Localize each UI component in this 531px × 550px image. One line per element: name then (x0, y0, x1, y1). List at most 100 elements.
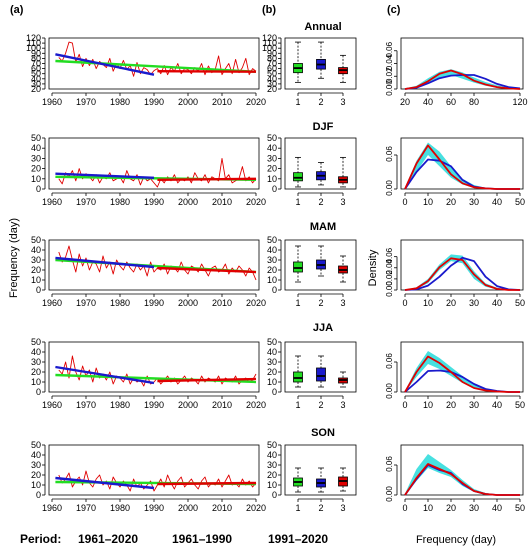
panel-c-jja-x-tick-label: 0 (402, 400, 407, 410)
panel-b-annual-y-tick-label: 90 (267, 48, 277, 58)
panel-b-jja-y-tick-label: 0 (272, 387, 277, 397)
panel-b-djf-y-tick-label: 0 (272, 184, 277, 194)
panel-b-son-x-tick-label: 3 (340, 503, 345, 513)
panel-a-djf-x-tick-label: 2010 (212, 197, 232, 207)
panel-c-jja-x-tick-label: 30 (469, 400, 479, 410)
panel-b-annual-y-tick-label: 70 (267, 59, 277, 69)
panel-a-annual-trend-line-1 (55, 59, 257, 73)
panel-c-annual-density-curve-1 (404, 69, 521, 90)
panel-c-son-y-tick-label: 0.06 (385, 456, 394, 472)
panel-c-djf-x-tick-label: 30 (469, 197, 479, 207)
legend-item-1991-2020: 1991–2020 (268, 532, 328, 546)
panel-label-a: (a) (10, 4, 24, 16)
panel-b-jja-x-tick-label: 2 (318, 400, 323, 410)
panel-a-annual-x-tick-label: 2000 (178, 97, 198, 107)
panel-c-jja-x-tick-label: 10 (423, 400, 433, 410)
panel-a-son-x-tick-label: 2010 (212, 503, 232, 513)
panel-a-jja-trend-line-3 (157, 377, 257, 383)
panel-a-mam-trend-line-2 (55, 256, 155, 269)
panel-b-jja-y-tick-label: 30 (267, 357, 277, 367)
right-x-axis-title: Frequency (day) (416, 534, 496, 546)
panel-a-djf-x-tick-label: 1960 (42, 197, 62, 207)
panel-b-son-y-tick-label: 10 (267, 480, 277, 490)
panel-a-djf-y-tick-label: 20 (31, 164, 41, 174)
panel-b-annual-y-tick-label: 80 (267, 53, 277, 63)
panel-c-son-x-tick-label: 0 (402, 503, 407, 513)
right-y-axis-title: Density (367, 249, 379, 286)
panel-b-annual-y-tick-label: 20 (267, 84, 277, 94)
panel-c-mam-x-tick-label: 0 (402, 298, 407, 308)
panel-a-annual-y-tick-label: 80 (31, 53, 41, 63)
panel-a-jja-x-tick-label: 2010 (212, 400, 232, 410)
panel-a-djf-x-tick-label: 2020 (246, 197, 266, 207)
panel-c-annual-x-tick-label: 60 (446, 97, 456, 107)
panel-a-son-y-tick-label: 10 (31, 480, 41, 490)
panel-b-jja-y-tick-label: 40 (267, 347, 277, 357)
panel-a-mam-x-tick-label: 2020 (246, 298, 266, 308)
panel-a-annual-y-tick-label: 40 (31, 74, 41, 84)
panel-b-son-y-tick-label: 30 (267, 460, 277, 470)
panel-c-djf-x-tick-label: 50 (515, 197, 525, 207)
panel-b-djf-y-tick-label: 40 (267, 143, 277, 153)
panel-c-mam-y-tick-label: 0.04 (385, 258, 394, 274)
panel-c-mam-frame (400, 239, 524, 291)
panel-c-djf-x-tick-label: 0 (402, 197, 407, 207)
panel-c-djf-x-tick-label: 10 (423, 197, 433, 207)
panel-c-djf-x-tick-label: 20 (446, 197, 456, 207)
panel-a-annual-y-tick-label: 100 (26, 43, 41, 53)
panel-b-mam-x-tick-label: 2 (318, 298, 323, 308)
panel-b-djf-y-tick-label: 10 (267, 174, 277, 184)
panel-a-jja-x-tick-label: 1960 (42, 400, 62, 410)
panel-b-annual-y-tick-label: 60 (267, 64, 277, 74)
panel-c-annual-y-tick-label: 0.06 (385, 41, 394, 57)
panel-a-annual-x-tick-label: 1970 (76, 97, 96, 107)
panel-a-jja-y-tick-label: 50 (31, 337, 41, 347)
panel-c-annual-y-tick-label: 0.04 (385, 54, 394, 70)
panel-c-jja-x-tick-label: 20 (446, 400, 456, 410)
panel-c-jja-frame (400, 341, 524, 393)
panel-c-jja-y-tick-label: 0.06 (385, 353, 394, 369)
panel-a-jja-y-tick-label: 30 (31, 357, 41, 367)
panel-c-mam-density-curve-1 (404, 257, 520, 291)
panel-a-mam-y-tick-label: 10 (31, 275, 41, 285)
panel-a-mam-y-tick-label: 30 (31, 255, 41, 265)
panel-b-mam-box-1 (293, 261, 303, 273)
panel-b-annual-x-tick-label: 2 (318, 97, 323, 107)
legend-item-1961-1990: 1961–1990 (172, 532, 232, 546)
panel-b-annual-y-tick-label: 110 (263, 38, 277, 48)
panel-c-mam-uncertainty-band (405, 254, 520, 290)
panel-a-annual-x-tick-label: 1990 (144, 97, 164, 107)
panel-c-djf-uncertainty-band (405, 142, 520, 189)
panel-a-son-x-tick-label: 1960 (42, 503, 62, 513)
panel-a-jja-x-tick-label: 1970 (76, 400, 96, 410)
panel-b-djf-frame (284, 137, 357, 190)
panel-c-mam-x-tick-label: 50 (515, 298, 525, 308)
panel-a-djf-y-tick-label: 50 (31, 133, 41, 143)
panel-b-son-y-tick-label: 50 (267, 440, 277, 450)
panel-a-mam-y-tick-label: 0 (36, 285, 41, 295)
panel-b-jja-y-tick-label: 50 (267, 337, 277, 347)
panel-b-mam-y-tick-label: 20 (267, 265, 277, 275)
panel-c-annual-x-tick-label: 120 (512, 97, 527, 107)
panel-b-jja-x-tick-label: 1 (295, 400, 300, 410)
panel-a-annual-trend-line-3 (157, 70, 257, 73)
panel-c-son-x-tick-label: 30 (469, 503, 479, 513)
panel-b-mam-frame (284, 239, 357, 291)
panel-b-son-y-tick-label: 20 (267, 470, 277, 480)
panel-a-mam-x-tick-label: 1970 (76, 298, 96, 308)
panel-b-annual-y-tick-label: 30 (267, 79, 277, 89)
panel-b-son-y-tick-label: 40 (267, 450, 277, 460)
panel-a-annual-frame (48, 37, 260, 90)
panel-a-annual-y-tick-label: 90 (31, 48, 41, 58)
panel-b-annual-y-tick-label: 40 (267, 74, 277, 84)
panel-a-son-trend-line-2 (55, 476, 155, 490)
panel-a-jja-x-tick-label: 2020 (246, 400, 266, 410)
panel-a-son-frame (48, 444, 260, 496)
panel-a-annual-y-tick-label: 50 (31, 69, 41, 79)
panel-a-jja-y-tick-label: 40 (31, 347, 41, 357)
panel-a-djf-y-tick-label: 30 (31, 153, 41, 163)
row-title-annual: Annual (304, 21, 341, 33)
panel-c-son-x-tick-label: 50 (515, 503, 525, 513)
panel-a-son-x-tick-label: 1980 (110, 503, 130, 513)
panel-c-son-density-curve-1 (404, 463, 520, 496)
